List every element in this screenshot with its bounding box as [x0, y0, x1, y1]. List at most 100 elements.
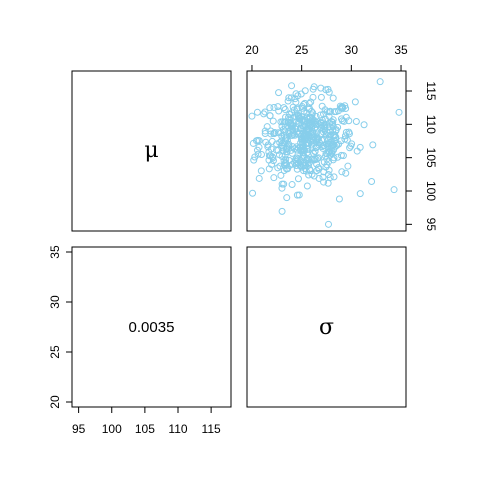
scatter-point	[258, 151, 266, 159]
scatter-point	[308, 121, 316, 129]
scatter-points	[248, 78, 403, 228]
scatter-point	[300, 124, 308, 132]
sigma-label: σ	[319, 315, 334, 340]
bottom-tick-label: 95	[72, 422, 86, 436]
scatter-point	[317, 119, 325, 127]
scatter-point	[271, 129, 279, 137]
scatter-point	[255, 143, 263, 151]
top-tick-label: 35	[394, 43, 408, 57]
top-tick-label: 25	[295, 43, 309, 57]
scatter-point	[288, 109, 296, 117]
bottom-tick-label: 115	[202, 422, 221, 436]
scatter-point	[368, 177, 376, 185]
scatter-point	[320, 110, 328, 118]
scatter-point	[306, 165, 314, 173]
scatter-point	[326, 119, 334, 127]
scatter-point	[257, 167, 265, 175]
scatter-point	[310, 156, 318, 164]
top-tick-label: 30	[345, 43, 359, 57]
scatter-point	[345, 117, 353, 125]
scatter-point	[369, 141, 377, 149]
scatter-point	[265, 148, 273, 156]
scatter-point	[306, 113, 314, 121]
scatter-point	[329, 131, 337, 139]
scatter-point	[338, 168, 346, 176]
scatter-point	[294, 175, 302, 183]
scatter-point	[274, 164, 282, 172]
scatter-point	[334, 107, 342, 115]
scatter-point	[297, 146, 305, 154]
scatter-point	[360, 121, 368, 129]
scatter-point	[306, 104, 314, 112]
top-tick-label: 20	[245, 43, 259, 57]
scatter-point	[282, 113, 290, 121]
scatter-point	[301, 87, 309, 95]
scatter-point	[280, 180, 288, 188]
scatter-point	[356, 143, 364, 151]
scatter-point	[281, 123, 289, 131]
scatter-point	[297, 90, 305, 98]
scatter-point	[285, 129, 293, 137]
scatter-point	[250, 156, 258, 164]
scatter-point	[313, 125, 321, 133]
scatter-point	[288, 82, 296, 90]
scatter-point	[279, 147, 287, 155]
left-tick-label: 35	[48, 245, 62, 259]
scatter-point	[313, 167, 321, 175]
scatter-point	[284, 97, 292, 105]
scatter-point	[266, 104, 274, 112]
scatter-point	[345, 130, 353, 138]
scatter-point	[267, 130, 275, 138]
scatter-point	[325, 158, 333, 166]
scatter-point	[285, 118, 293, 126]
scatter-point	[303, 182, 311, 190]
scatter-point	[300, 101, 308, 109]
scatter-point	[315, 174, 323, 182]
scatter-point	[293, 154, 301, 162]
scatter-point	[270, 103, 278, 111]
scatter-point	[326, 107, 334, 115]
scatter-point	[283, 194, 291, 202]
scatter-point	[263, 123, 271, 131]
scatter-point	[294, 119, 302, 127]
scatter-point	[330, 141, 338, 149]
scatter-point	[338, 105, 346, 113]
scatter-point	[339, 152, 347, 160]
scatter-point	[326, 131, 334, 139]
bottom-tick-label: 105	[135, 422, 155, 436]
scatter-point	[249, 139, 257, 147]
scatter-point	[303, 125, 311, 133]
scatter-point	[344, 162, 352, 170]
scatter-point	[314, 155, 322, 163]
scatter-point	[309, 93, 317, 101]
scatter-point	[278, 132, 286, 140]
scatter-point	[324, 220, 332, 228]
scatter-point	[267, 127, 275, 135]
scatter-point	[254, 150, 262, 158]
scatter-point	[351, 98, 359, 106]
scatter-point	[352, 117, 360, 125]
scatter-point	[311, 148, 319, 156]
scatter-point	[287, 146, 295, 154]
scatter-point	[260, 110, 268, 118]
scatter-point	[326, 174, 334, 182]
scatter-point	[268, 137, 276, 145]
scatter-point	[291, 95, 299, 103]
top-axis-sigma: 20 25 30 35	[245, 43, 408, 72]
correlation-value: 0.0035	[129, 319, 175, 336]
scatter-point	[333, 141, 341, 149]
scatter-point	[329, 94, 337, 102]
scatter-point	[323, 108, 331, 116]
scatter-point	[320, 178, 328, 186]
scatter-point	[303, 128, 311, 136]
scatter-point	[299, 139, 307, 147]
scatter-point	[274, 146, 282, 154]
scatter-point	[288, 181, 296, 189]
bottom-axis-mu: 95 100 105 110 115	[72, 406, 221, 436]
scatter-point	[248, 112, 256, 120]
scatter-point	[341, 135, 349, 143]
scatter-point	[266, 112, 274, 120]
bottom-tick-label: 110	[168, 422, 187, 436]
scatter-point	[335, 140, 343, 148]
